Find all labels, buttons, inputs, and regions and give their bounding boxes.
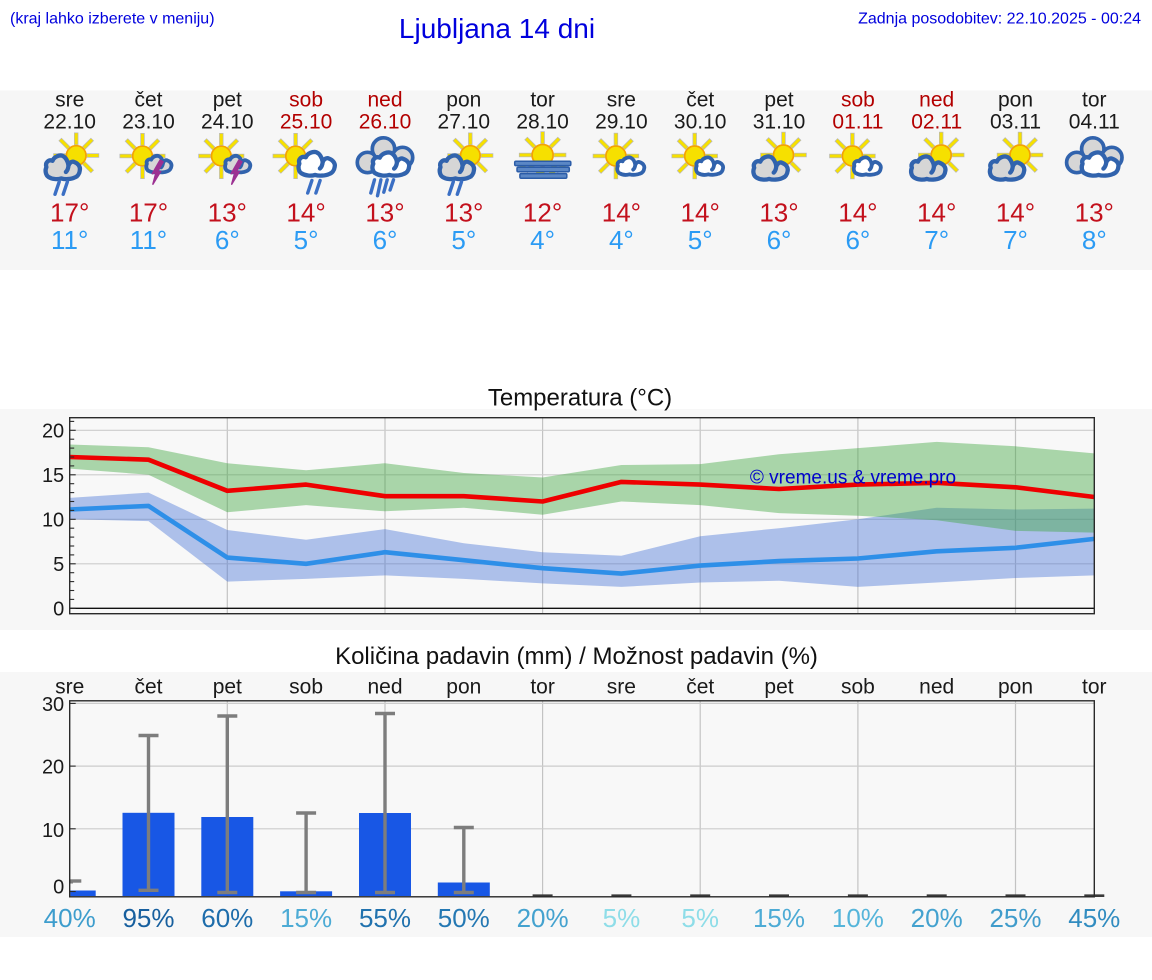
svg-text:02.11: 02.11 (911, 111, 962, 134)
svg-text:5%: 5% (603, 903, 641, 933)
svg-text:pet: pet (213, 89, 242, 112)
svg-text:pet: pet (213, 676, 242, 699)
svg-text:13°: 13° (365, 198, 404, 228)
svg-text:25%: 25% (989, 903, 1041, 933)
svg-text:03.11: 03.11 (990, 111, 1041, 134)
svg-text:50%: 50% (438, 903, 490, 933)
svg-text:pon: pon (446, 89, 481, 112)
svg-text:sre: sre (55, 89, 84, 112)
svg-text:sob: sob (289, 89, 323, 112)
svg-text:tor: tor (1082, 676, 1107, 699)
svg-text:sre: sre (55, 676, 84, 699)
svg-text:10: 10 (42, 820, 64, 842)
svg-text:tor: tor (1082, 89, 1107, 112)
svg-text:6°: 6° (215, 225, 240, 255)
svg-text:30.10: 30.10 (674, 111, 727, 134)
svg-text:6°: 6° (767, 225, 792, 255)
svg-text:5: 5 (53, 554, 64, 576)
svg-text:20%: 20% (911, 903, 963, 933)
svg-text:60%: 60% (201, 903, 253, 933)
svg-text:5°: 5° (451, 225, 476, 255)
svg-text:20%: 20% (517, 903, 569, 933)
svg-text:20: 20 (42, 757, 64, 779)
svg-text:12°: 12° (523, 198, 562, 228)
svg-text:6°: 6° (373, 225, 398, 255)
svg-text:31.10: 31.10 (753, 111, 806, 134)
svg-text:55%: 55% (359, 903, 411, 933)
svg-text:14°: 14° (996, 198, 1035, 228)
svg-text:24.10: 24.10 (201, 111, 254, 134)
svg-text:(kraj lahko izberete v meniju): (kraj lahko izberete v meniju) (10, 11, 215, 28)
svg-text:ned: ned (367, 89, 402, 112)
svg-text:ned: ned (919, 676, 954, 699)
svg-text:23.10: 23.10 (122, 111, 175, 134)
svg-text:8°: 8° (1082, 225, 1107, 255)
svg-text:5°: 5° (294, 225, 319, 255)
svg-text:14°: 14° (917, 198, 956, 228)
svg-text:5%: 5% (681, 903, 719, 933)
svg-text:14°: 14° (838, 198, 877, 228)
svg-text:30: 30 (42, 694, 64, 716)
svg-text:27.10: 27.10 (438, 111, 491, 134)
svg-text:15: 15 (42, 465, 64, 487)
svg-text:95%: 95% (122, 903, 174, 933)
svg-text:10: 10 (42, 509, 64, 531)
svg-text:pon: pon (998, 676, 1033, 699)
svg-text:17°: 17° (129, 198, 168, 228)
svg-text:čet: čet (686, 89, 714, 112)
svg-text:26.10: 26.10 (359, 111, 412, 134)
svg-text:13°: 13° (208, 198, 247, 228)
svg-text:4°: 4° (609, 225, 634, 255)
svg-text:28.10: 28.10 (516, 111, 569, 134)
svg-text:40%: 40% (44, 903, 96, 933)
svg-text:sob: sob (289, 676, 323, 699)
svg-text:ned: ned (367, 676, 402, 699)
svg-text:7°: 7° (1003, 225, 1028, 255)
svg-text:7°: 7° (924, 225, 949, 255)
svg-text:tor: tor (530, 89, 555, 112)
svg-text:14°: 14° (286, 198, 325, 228)
svg-text:Ljubljana 14 dni: Ljubljana 14 dni (399, 13, 595, 44)
svg-text:Količina padavin (mm) / Možnos: Količina padavin (mm) / Možnost padavin … (335, 643, 818, 670)
svg-text:45%: 45% (1068, 903, 1120, 933)
svg-text:pet: pet (764, 676, 793, 699)
svg-text:5°: 5° (688, 225, 713, 255)
svg-text:čet: čet (134, 89, 162, 112)
svg-text:čet: čet (686, 676, 714, 699)
svg-text:pon: pon (998, 89, 1033, 112)
svg-text:čet: čet (134, 676, 162, 699)
svg-text:0: 0 (53, 877, 64, 899)
svg-text:ned: ned (919, 89, 954, 112)
svg-text:25.10: 25.10 (280, 111, 333, 134)
svg-text:© vreme.us & vreme.pro: © vreme.us & vreme.pro (750, 468, 956, 489)
svg-text:15%: 15% (753, 903, 805, 933)
svg-text:04.11: 04.11 (1069, 111, 1120, 134)
svg-text:20: 20 (42, 420, 64, 442)
svg-text:sob: sob (841, 676, 875, 699)
svg-text:pon: pon (446, 676, 481, 699)
svg-text:22.10: 22.10 (43, 111, 96, 134)
svg-text:sre: sre (607, 89, 636, 112)
svg-text:Temperatura (°C): Temperatura (°C) (488, 385, 672, 412)
svg-text:13°: 13° (1075, 198, 1114, 228)
svg-text:sre: sre (607, 676, 636, 699)
svg-text:17°: 17° (50, 198, 89, 228)
svg-text:01.11: 01.11 (832, 111, 883, 134)
svg-text:14°: 14° (681, 198, 720, 228)
svg-text:Zadnja posodobitev: 22.10.2025: Zadnja posodobitev: 22.10.2025 - 00:24 (858, 11, 1141, 28)
svg-text:10%: 10% (832, 903, 884, 933)
svg-text:0: 0 (53, 598, 64, 620)
svg-text:pet: pet (764, 89, 793, 112)
svg-text:4°: 4° (530, 225, 555, 255)
svg-text:29.10: 29.10 (595, 111, 648, 134)
svg-text:11°: 11° (51, 225, 88, 255)
svg-text:sob: sob (841, 89, 875, 112)
svg-text:15%: 15% (280, 903, 332, 933)
svg-text:11°: 11° (130, 225, 167, 255)
svg-text:tor: tor (530, 676, 555, 699)
svg-text:13°: 13° (444, 198, 483, 228)
svg-text:14°: 14° (602, 198, 641, 228)
svg-text:6°: 6° (845, 225, 870, 255)
svg-text:13°: 13° (759, 198, 798, 228)
